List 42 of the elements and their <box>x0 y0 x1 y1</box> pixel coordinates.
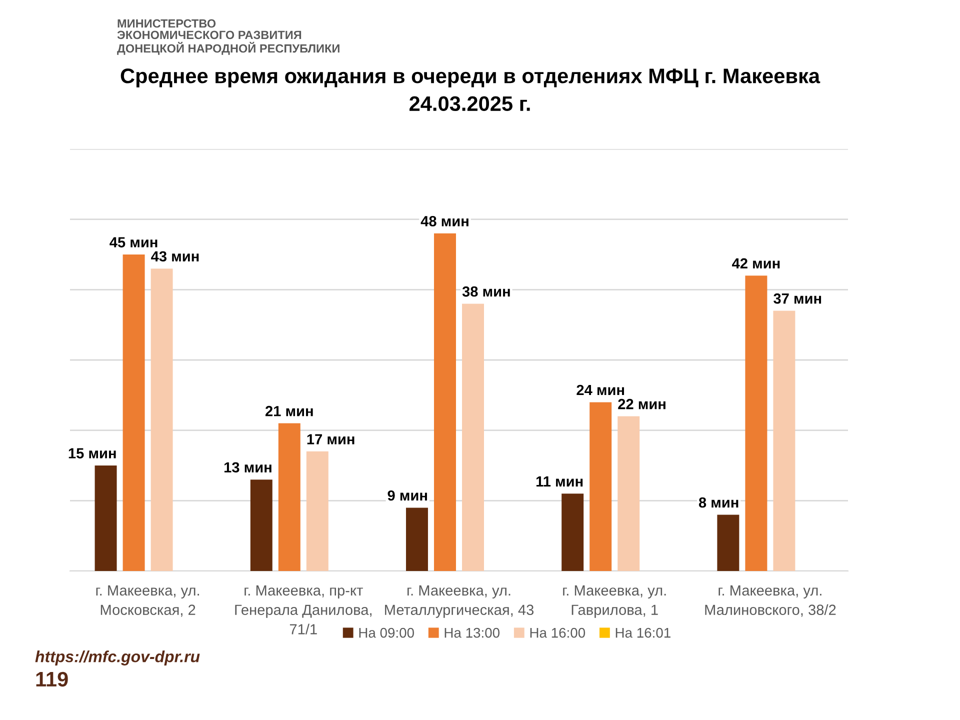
chart-title: Среднее время ожидания в очереди в отделениях МФЦ г. Макеевка 24.03.2025 г. <box>120 68 820 112</box>
bar <box>717 514 740 571</box>
data-label: 43 мин <box>151 251 199 262</box>
bar <box>434 233 456 571</box>
x-tick-label: г. Макеевка, ул. Московская, 2 <box>96 585 199 617</box>
legend-label: На 16:00 <box>530 628 586 638</box>
bar <box>462 304 484 571</box>
data-label: 8 мин <box>698 497 738 508</box>
data-label: 21 мин <box>265 406 313 416</box>
bar <box>250 480 272 571</box>
bar <box>590 402 612 571</box>
text: МИНИСТЕРСТВО ЭКОНОМИЧЕСКОГО РАЗВИТИЯ ДОНЕЦКОЙ НАРОДНОЙ РЕСПУБЛИКИ <box>117 19 340 55</box>
data-label: 13 мин <box>224 462 272 473</box>
bar <box>122 254 145 571</box>
data-label: 45 мин <box>110 237 158 248</box>
data-label: 42 мин <box>732 258 780 268</box>
x-tick-label: г. Макеевка, ул. Гаврилова, 1 <box>563 585 666 618</box>
bar <box>94 466 117 571</box>
data-label: 15 мин <box>68 448 116 458</box>
data-label: 24 мин <box>576 384 624 396</box>
data-label: 9 мин <box>388 490 427 501</box>
data-label: 17 мин <box>307 434 354 444</box>
bar <box>745 276 768 571</box>
bar <box>773 310 796 571</box>
data-label: 11 мин <box>536 476 583 486</box>
data-label: 37 мин <box>774 293 822 304</box>
bar <box>406 508 428 571</box>
legend-label: На 16:01 <box>616 628 670 638</box>
legend-label: На 09:00 <box>359 628 414 638</box>
data-label: 38 мин <box>462 286 510 297</box>
legend-label: На 13:00 <box>444 628 500 638</box>
bar <box>278 423 300 571</box>
bar <box>150 268 173 571</box>
bar <box>306 451 328 571</box>
text: 119 <box>36 672 68 687</box>
x-tick-label: г. Макеевка, ул. Металлургическая, 43 <box>385 585 534 618</box>
x-tick-label: г. Макеевка, ул. Малиновского, 38/2 <box>705 585 836 617</box>
bar <box>562 494 584 571</box>
data-label: 48 мин <box>420 216 468 226</box>
text: https://mfc.gov-dpr.ru <box>35 650 200 666</box>
bar <box>618 416 640 571</box>
data-label: 22 мин <box>618 398 666 410</box>
